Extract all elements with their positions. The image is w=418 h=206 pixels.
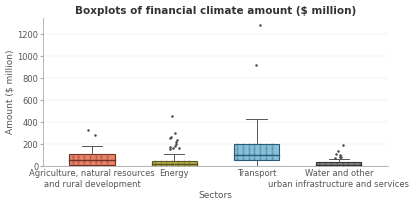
Bar (234, 144, 279, 160)
Bar (152, 161, 197, 166)
Bar (69, 154, 115, 165)
Y-axis label: Amount ($ million): Amount ($ million) (5, 50, 15, 134)
Title: Boxplots of financial climate amount ($ million): Boxplots of financial climate amount ($ … (75, 6, 356, 16)
Bar (316, 162, 362, 166)
X-axis label: Sectors: Sectors (199, 191, 232, 200)
